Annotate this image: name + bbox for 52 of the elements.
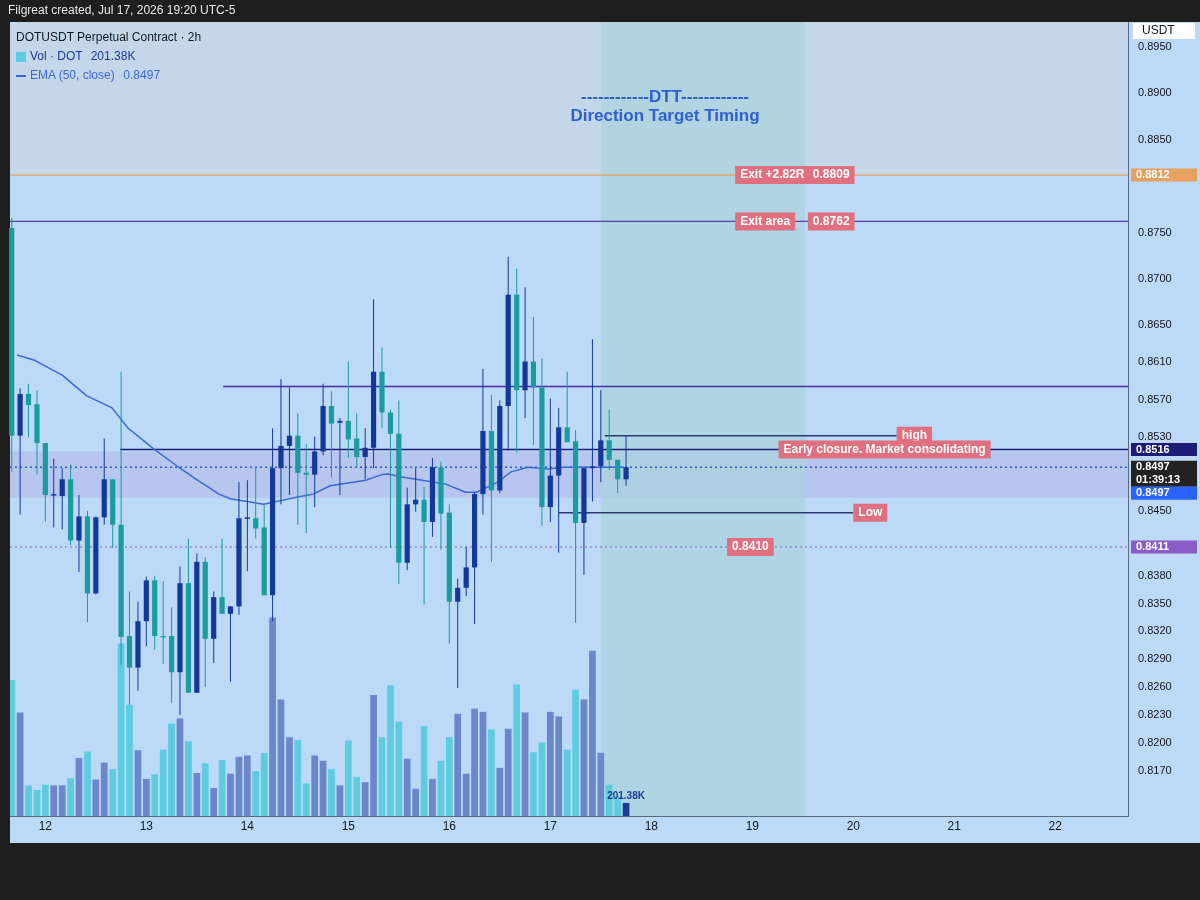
annotation: Direction Target Timing xyxy=(570,105,760,125)
x-tick-label: 13 xyxy=(139,818,154,833)
ref-line-label: 0.8812 xyxy=(1136,168,1170,181)
y-tick-label: 0.8290 xyxy=(1138,652,1172,665)
legend-label: Vol · DOT xyxy=(30,49,84,64)
y-tick-label: 0.8750 xyxy=(1138,225,1172,238)
y-tick-label: 0.8900 xyxy=(1138,86,1172,99)
ref-line-label: 0.8497 xyxy=(1136,486,1170,499)
legend-label: EMA (50, close) xyxy=(30,68,115,83)
x-tick-label: 12 xyxy=(38,818,53,833)
ref-line-label: 0.8497 01:39:13 xyxy=(1136,460,1181,486)
y-tick-label: 0.8530 xyxy=(1138,429,1172,442)
annotation: 201.38K xyxy=(90,49,136,64)
x-tick-label: 14 xyxy=(240,818,255,833)
y-tick-label: 0.8350 xyxy=(1138,596,1172,609)
annotation: Early closure. Market consolidating xyxy=(783,441,986,456)
annotation: Exit area xyxy=(740,213,791,228)
x-tick-label: 18 xyxy=(644,818,659,833)
data-label: 201.38K xyxy=(607,789,646,801)
y-tick-label: 0.8450 xyxy=(1138,503,1172,516)
x-tick-label: 19 xyxy=(745,818,760,833)
text: Filgreat created, Jul 17, 2026 19:20 UTC-5 xyxy=(8,3,236,18)
y-tick-label: 0.8570 xyxy=(1138,392,1172,405)
x-tick-label: 15 xyxy=(341,818,356,833)
y-tick-label: 0.8700 xyxy=(1138,271,1172,284)
y-tick-label: 0.8320 xyxy=(1138,624,1172,637)
x-tick-label: 20 xyxy=(846,818,861,833)
y-tick-label: 0.8610 xyxy=(1138,355,1172,368)
x-tick-label: 22 xyxy=(1048,818,1063,833)
y-tick-label: 0.8380 xyxy=(1138,568,1172,581)
x-tick-label: 16 xyxy=(442,818,457,833)
y-tick-label: 0.8230 xyxy=(1138,707,1172,720)
annotation: ------------DTT------------ xyxy=(581,86,749,106)
y-axis-title: USDT xyxy=(1142,23,1176,38)
y-tick-label: 0.8950 xyxy=(1138,40,1172,53)
x-tick-label: 17 xyxy=(543,818,558,833)
x-tick-label: 21 xyxy=(947,818,962,833)
y-tick-label: 0.8850 xyxy=(1138,132,1172,145)
y-tick-label: 0.8200 xyxy=(1138,735,1172,748)
annotation: high xyxy=(901,428,928,443)
annotation: 0.8762 xyxy=(812,213,850,228)
y-tick-label: 0.8650 xyxy=(1138,318,1172,331)
annotation: Exit +2.82R xyxy=(740,167,805,182)
annotation: 0.8497 xyxy=(123,68,161,83)
text: DOTUSDT Perpetual Contract · 2h xyxy=(16,30,202,45)
annotation: Low xyxy=(858,505,883,519)
y-tick-label: 0.8260 xyxy=(1138,680,1172,693)
y-tick-label: 0.8170 xyxy=(1138,763,1172,776)
annotation: 0.8410 xyxy=(732,539,770,554)
ref-line-label: 0.8411 xyxy=(1136,540,1170,553)
data-label: 0.8516 xyxy=(1136,442,1170,455)
annotation: 0.8809 xyxy=(812,167,850,182)
